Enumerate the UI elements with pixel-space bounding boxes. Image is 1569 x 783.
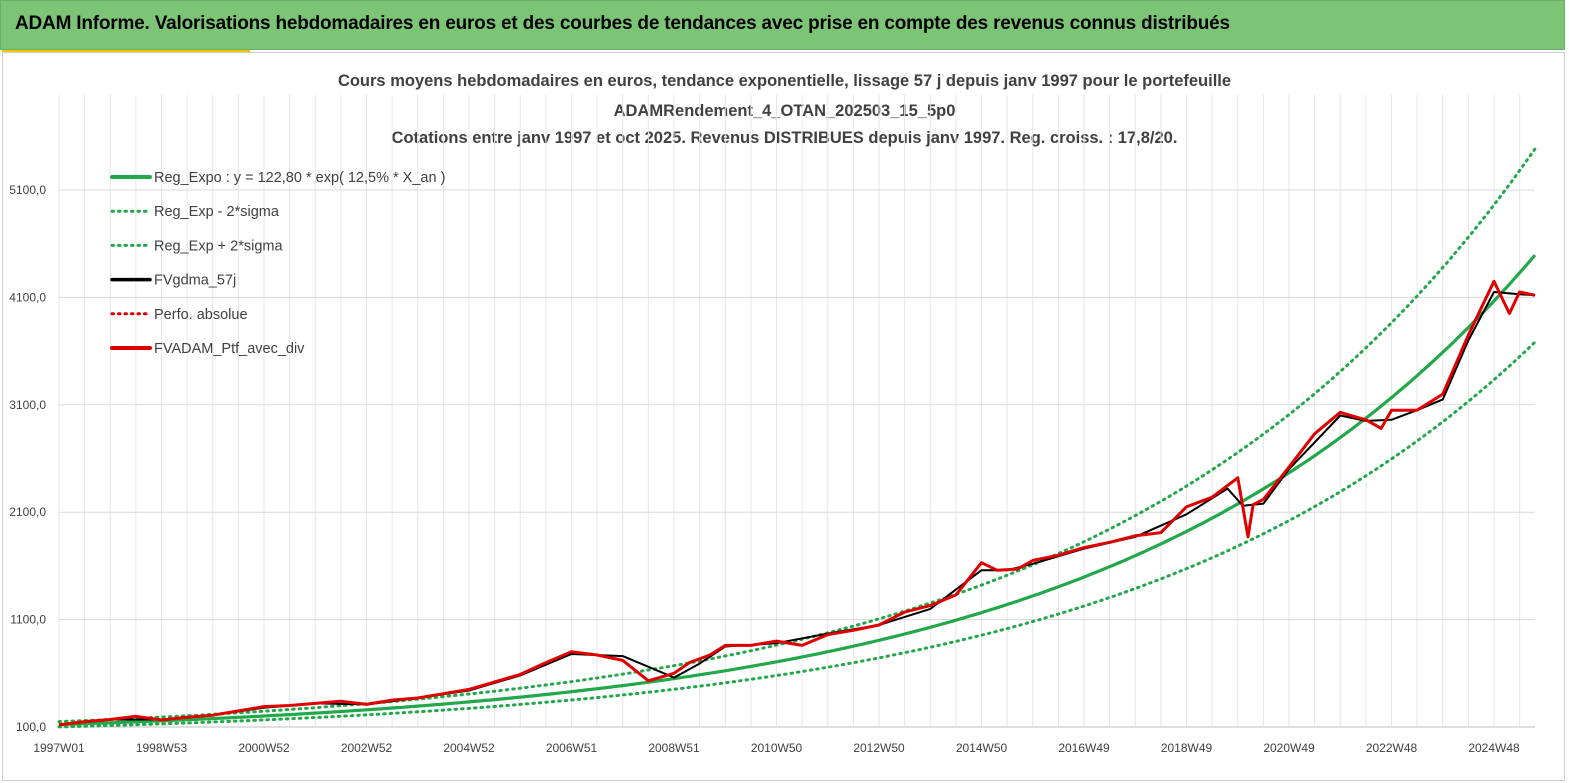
report-banner: ADAM Informe. Valorisations hebdomadaire…: [0, 0, 1565, 50]
y-tick-label: 1100,0: [10, 613, 46, 627]
x-tick-label: 2018W49: [1161, 741, 1213, 755]
x-tick-label: 2006W51: [546, 741, 598, 755]
x-tick-label: 2012W50: [853, 741, 905, 755]
y-tick-label: 5100,0: [9, 183, 46, 197]
x-tick-label: 2022W48: [1366, 741, 1418, 755]
chart-title-line-3: Cotations entre janv 1997 et oct 2025. R…: [391, 129, 1178, 147]
y-tick-label: 2100,0: [9, 505, 46, 519]
x-tick-label: 2014W50: [956, 741, 1008, 755]
legend-label: Reg_Expo : y = 122,80 * exp( 12,5% * X_a…: [154, 170, 445, 186]
y-tick-label: 4100,0: [9, 290, 46, 304]
x-tick-label: 2016W49: [1058, 741, 1110, 755]
y-tick-label: 100,0: [16, 720, 46, 734]
chart-title-line-2: ADAMRendement_4_OTAN_202503_15_5p0: [613, 102, 956, 120]
series-reg-expo: [58, 254, 1537, 727]
chart-title-line-1: Cours moyens hebdomadaires en euros, ten…: [337, 72, 1232, 90]
legend-label: FVgdma_57j: [154, 273, 236, 289]
x-tick-label: 2002W52: [341, 741, 393, 755]
x-tick-label: 2010W50: [751, 741, 803, 755]
legend-label: FVADAM_Ptf_avec_div: [154, 341, 305, 357]
x-tick-label: 1997W01: [33, 741, 85, 755]
x-tick-label: 2000W52: [238, 741, 290, 755]
report-title: ADAM Informe. Valorisations hebdomadaire…: [15, 13, 1230, 34]
y-tick-label: 3100,0: [9, 398, 46, 412]
series-reg-exp-plus-2sigma: [57, 147, 1537, 724]
legend-label: Reg_Exp + 2*sigma: [154, 238, 283, 254]
x-tick-label: 1998W53: [136, 741, 188, 755]
legend-label: Perfo. absolue: [154, 307, 248, 323]
x-tick-label: 2004W52: [443, 741, 495, 755]
x-tick-label: 2020W49: [1263, 741, 1315, 755]
series-reg-exp-minus-2sigma: [57, 340, 1537, 729]
x-tick-label: 2024W48: [1468, 741, 1520, 755]
x-tick-label: 2008W51: [648, 741, 700, 755]
series-fvadam-ptf-avec-div: [58, 279, 1536, 727]
legend-label: Reg_Exp - 2*sigma: [154, 204, 280, 220]
